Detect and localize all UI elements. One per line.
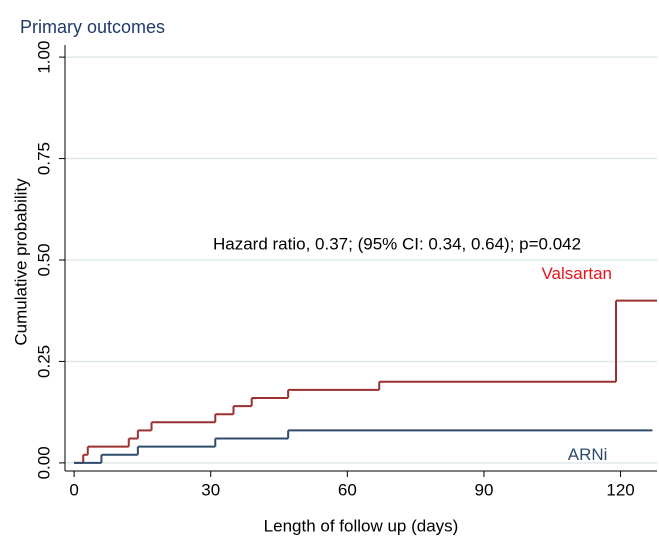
y-tick-label: 0.25	[34, 345, 53, 378]
y-tick-label: 0.50	[34, 243, 53, 276]
y-tick-label: 1.00	[34, 41, 53, 74]
annotation: Hazard ratio, 0.37; (95% CI: 0.34, 0.64)…	[213, 234, 581, 253]
x-tick-label: 60	[338, 480, 357, 499]
series-label: ARNi	[568, 445, 608, 464]
x-tick-label: 30	[201, 480, 220, 499]
y-axis-title: Cumulative probability	[11, 178, 30, 346]
x-axis-title: Length of follow up (days)	[264, 516, 459, 535]
y-tick-label: 0.75	[34, 142, 53, 175]
chart-title: Primary outcomes	[20, 17, 165, 37]
series-label: Valsartan	[541, 264, 612, 283]
x-tick-label: 0	[69, 480, 78, 499]
y-tick-label: 0.00	[34, 446, 53, 479]
x-tick-label: 90	[474, 480, 493, 499]
x-tick-label: 120	[606, 480, 634, 499]
